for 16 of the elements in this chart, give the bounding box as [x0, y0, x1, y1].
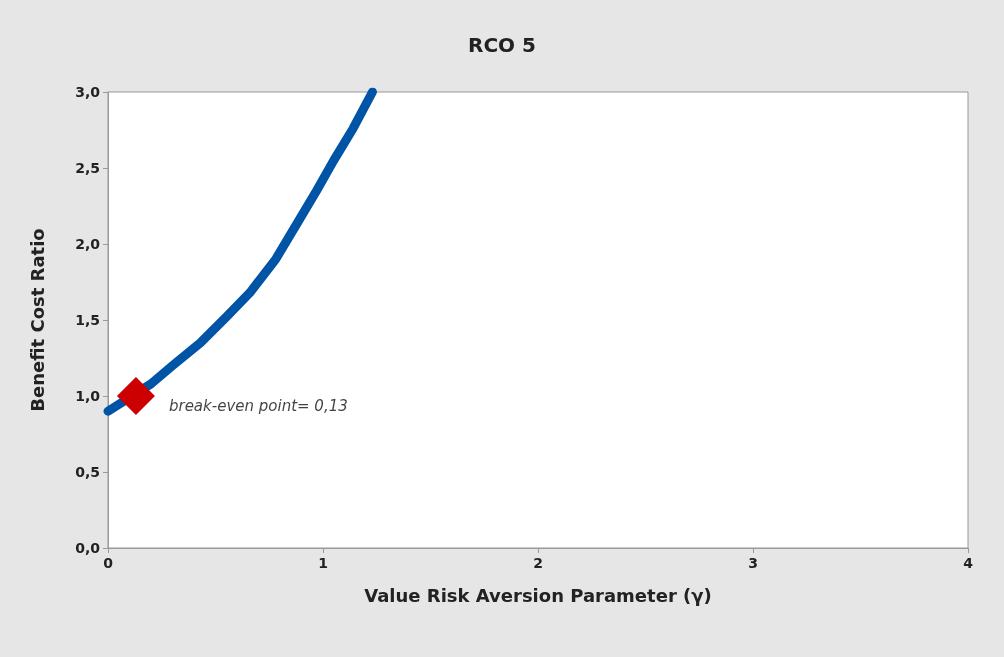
y-tick-label: 1,5 — [75, 312, 100, 328]
y-tick-label: 2,5 — [75, 160, 100, 176]
y-tick-label: 1,0 — [75, 388, 101, 404]
x-tick-label: 4 — [963, 555, 974, 571]
y-tick-label: 0,5 — [75, 464, 100, 480]
x-tick-label: 2 — [533, 555, 543, 571]
x-axis-title: Value Risk Aversion Parameter (γ) — [364, 584, 712, 606]
y-axis-title: Benefit Cost Ratio — [26, 228, 48, 412]
x-tick-label: 0 — [103, 555, 114, 571]
annotation: break-even point= 0,13 — [168, 397, 348, 415]
y-tick-label: 3,0 — [75, 84, 101, 100]
y-tick-label: 2,0 — [75, 236, 101, 252]
y-tick-label: 0,0 — [75, 540, 101, 556]
x-tick-label: 3 — [748, 555, 758, 571]
chart-title: RCO 5 — [468, 33, 536, 57]
x-tick-label: 1 — [318, 555, 328, 571]
